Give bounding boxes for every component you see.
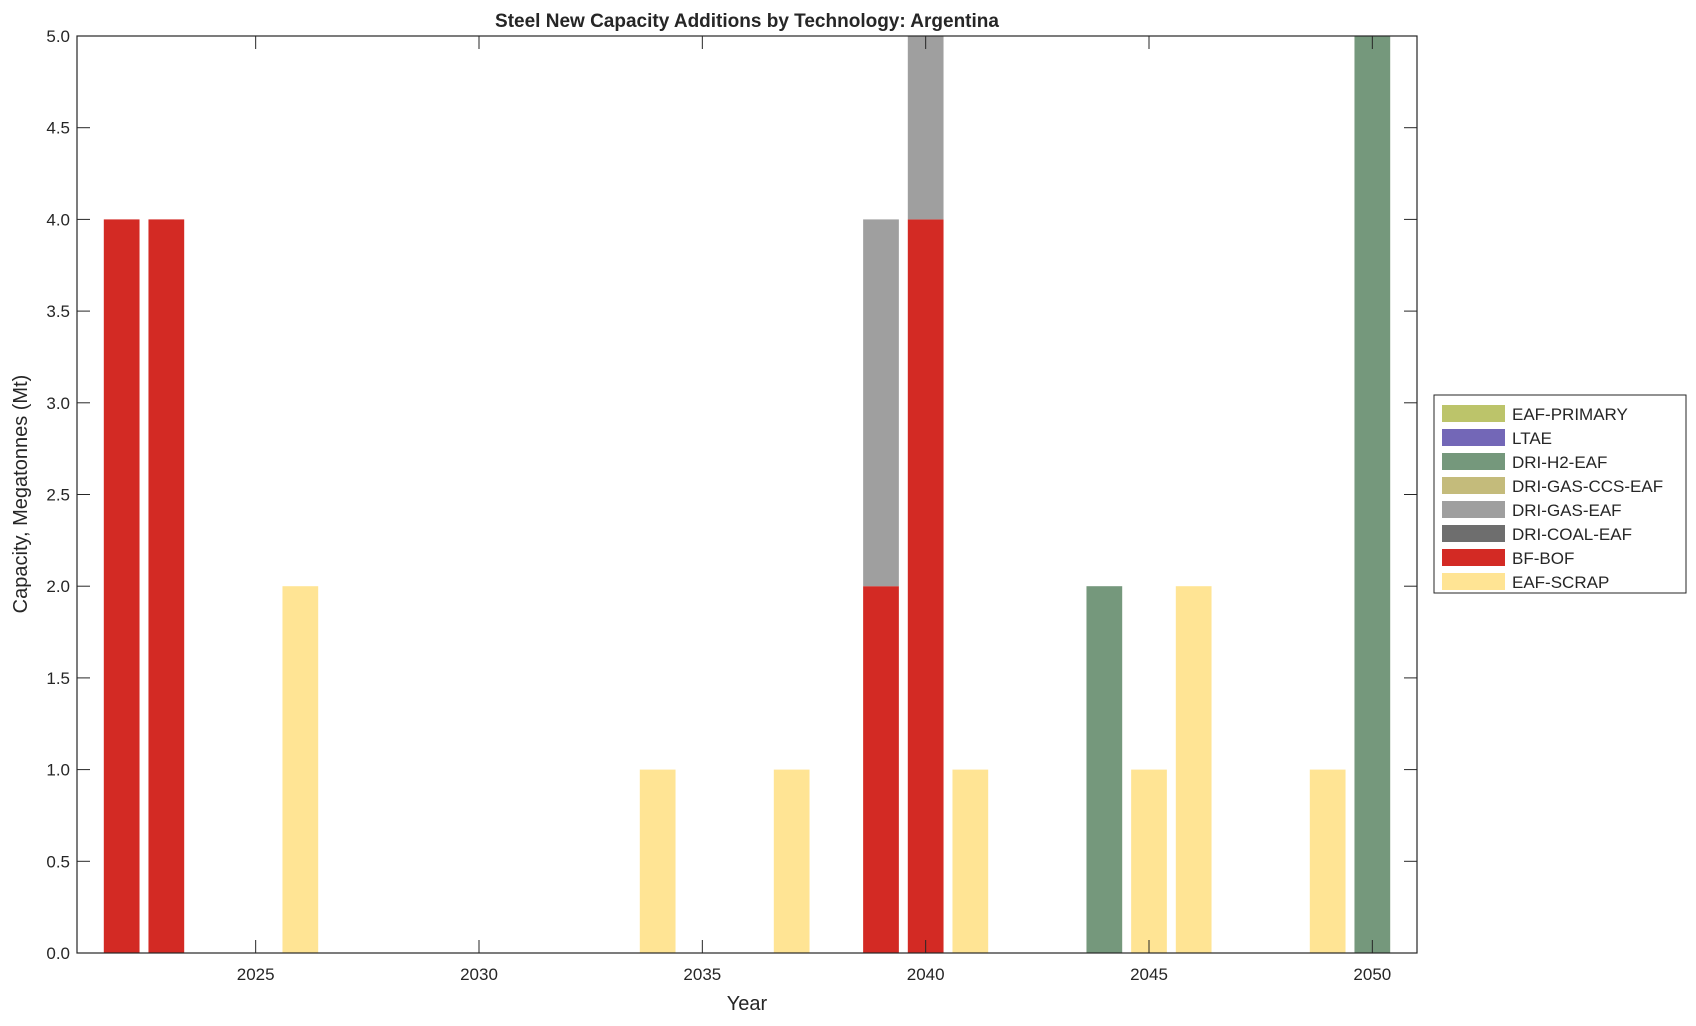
y-tick-label: 3.5	[46, 302, 70, 321]
legend-swatch-dri-coal-eaf	[1442, 525, 1505, 542]
legend-swatch-eaf-primary	[1442, 405, 1505, 422]
bar-dri-h2-eaf-2044	[1086, 586, 1123, 953]
bar-dri-gas-eaf-2040	[907, 36, 944, 220]
y-tick-label: 5.0	[46, 27, 70, 46]
plot-area-frame	[76, 35, 1418, 954]
bars-group	[103, 36, 1391, 953]
legend-label: DRI-GAS-CCS-EAF	[1512, 477, 1663, 496]
x-axis-label: Year	[727, 993, 768, 1015]
legend-swatch-dri-h2-eaf	[1442, 453, 1505, 470]
x-tick-label: 2050	[1353, 965, 1391, 984]
y-axis-label: Capacity, Megatonnes (Mt)	[10, 375, 32, 614]
y-tick-label: 0.5	[46, 852, 70, 871]
legend-label: LTAE	[1512, 429, 1552, 448]
y-tick-label: 3.0	[46, 394, 70, 413]
y-tick-label: 4.5	[46, 119, 70, 138]
y-tick-label: 4.0	[46, 210, 70, 229]
legend-swatch-dri-gas-ccs-eaf	[1442, 477, 1505, 494]
y-tick-label: 0.0	[46, 944, 70, 963]
y-tick-label: 2.0	[46, 577, 70, 596]
x-tick-label: 2045	[1130, 965, 1168, 984]
bar-dri-h2-eaf-2050	[1354, 36, 1391, 953]
chart-title: Steel New Capacity Additions by Technolo…	[495, 11, 999, 32]
x-tick-label: 2025	[237, 965, 275, 984]
bar-eaf-scrap-2034	[639, 769, 676, 953]
bar-eaf-scrap-2041	[952, 769, 989, 953]
legend-label: EAF-SCRAP	[1512, 573, 1609, 592]
bar-bf-bof-2039	[863, 586, 899, 953]
legend-label: EAF-PRIMARY	[1512, 405, 1628, 424]
legend-label: DRI-H2-EAF	[1512, 453, 1607, 472]
legend-swatch-dri-gas-eaf	[1442, 501, 1505, 518]
legend-swatch-ltae	[1442, 429, 1505, 446]
axes-ticks: 2025 2030 2035 2040 2045 2050 0.0 0.5 1.0 1.5 2.0 2…	[46, 27, 1417, 984]
y-tick-label: 2.5	[46, 486, 70, 505]
legend: EAF-PRIMARY LTAE DRI-H2-EAF DRI-GAS-CCS-EAF…	[1433, 394, 1687, 594]
bar-eaf-scrap-2045	[1131, 769, 1167, 953]
bar-eaf-scrap-2049	[1309, 769, 1346, 953]
legend-swatch-eaf-scrap	[1442, 573, 1505, 590]
bar-eaf-scrap-2026	[282, 586, 319, 953]
bar-eaf-scrap-2046	[1175, 586, 1212, 953]
y-tick-label: 1.0	[46, 761, 70, 780]
y-tick-label: 1.5	[46, 669, 70, 688]
bar-eaf-scrap-2037	[773, 769, 810, 953]
legend-label: DRI-COAL-EAF	[1512, 525, 1632, 544]
x-tick-label: 2035	[683, 965, 721, 984]
legend-swatch-bf-bof	[1442, 549, 1505, 566]
legend-label: DRI-GAS-EAF	[1512, 501, 1622, 520]
x-tick-label: 2030	[460, 965, 498, 984]
bar-bf-bof-2022	[103, 219, 140, 953]
bar-dri-gas-eaf-2039	[863, 219, 899, 587]
bar-bf-bof-2040	[907, 219, 944, 953]
legend-label: BF-BOF	[1512, 549, 1574, 568]
x-tick-label: 2040	[907, 965, 945, 984]
bar-bf-bof-2023	[148, 219, 185, 953]
